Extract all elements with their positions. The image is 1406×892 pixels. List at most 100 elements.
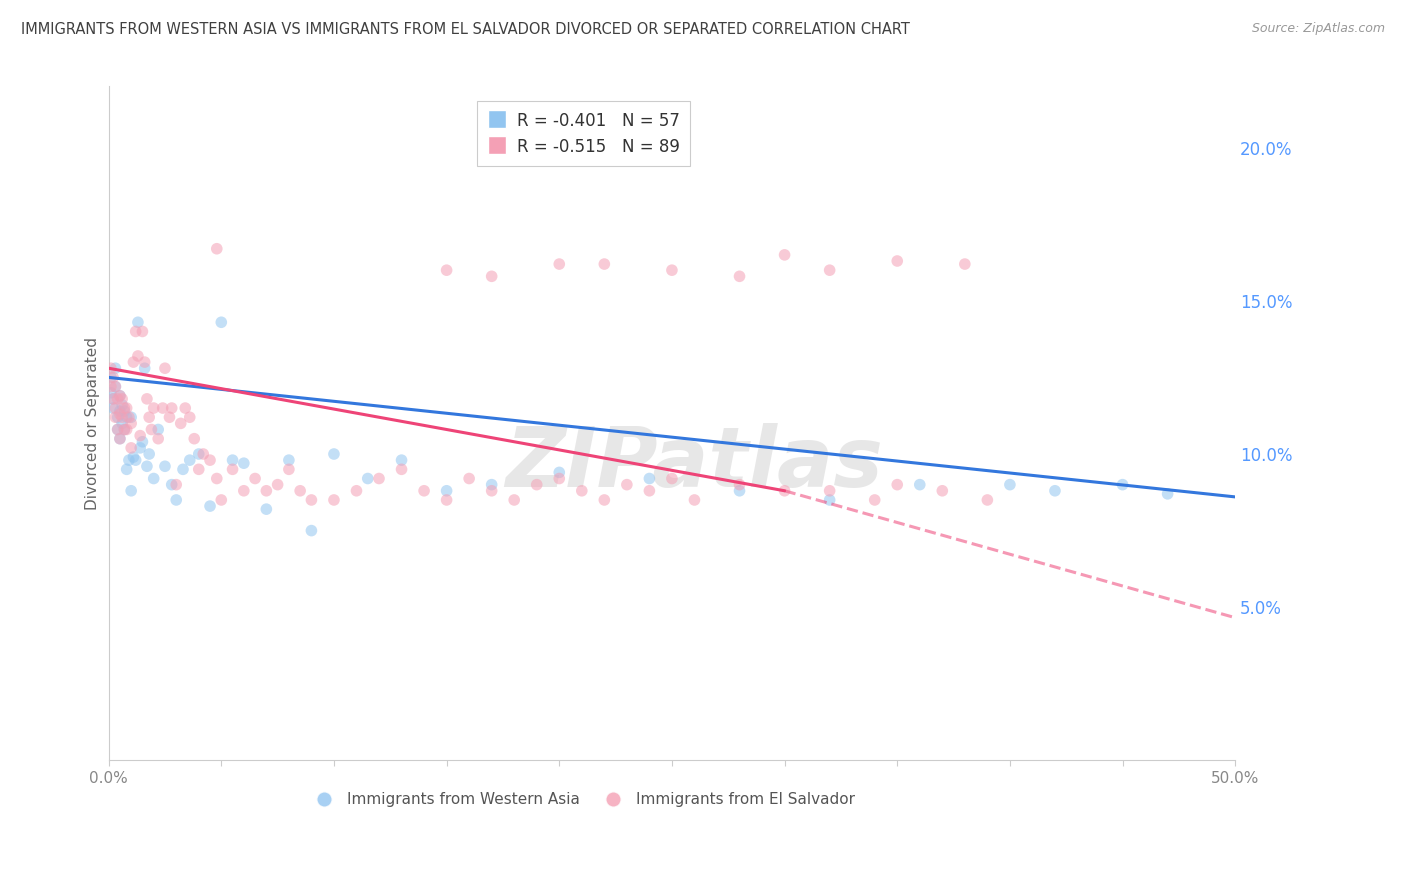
Point xyxy=(100,385,122,400)
Point xyxy=(107,423,129,437)
Point xyxy=(254,483,277,498)
Point xyxy=(152,401,174,415)
Point xyxy=(141,423,163,437)
Point xyxy=(299,492,322,507)
Y-axis label: Divorced or Separated: Divorced or Separated xyxy=(86,337,100,510)
Point xyxy=(107,410,129,425)
Point xyxy=(127,315,149,329)
Point xyxy=(773,483,796,498)
Point xyxy=(120,441,142,455)
Point xyxy=(205,242,228,256)
Point xyxy=(187,462,209,476)
Point xyxy=(107,392,129,406)
Point xyxy=(115,401,138,415)
Point xyxy=(436,492,458,507)
Text: ZIPatlas: ZIPatlas xyxy=(506,424,883,504)
Point xyxy=(299,524,322,538)
Point xyxy=(101,392,124,406)
Point xyxy=(571,483,593,498)
Point xyxy=(100,361,122,376)
Point xyxy=(243,471,266,485)
Point xyxy=(127,349,149,363)
Point xyxy=(1156,487,1178,501)
Point xyxy=(205,471,228,485)
Point xyxy=(111,410,134,425)
Point xyxy=(908,477,931,491)
Point xyxy=(683,492,706,507)
Point xyxy=(953,257,976,271)
Point xyxy=(548,471,571,485)
Point xyxy=(120,410,142,425)
Point xyxy=(638,483,661,498)
Point xyxy=(458,471,481,485)
Point xyxy=(209,492,232,507)
Point xyxy=(124,325,146,339)
Point xyxy=(142,471,165,485)
Point xyxy=(153,361,176,376)
Point xyxy=(115,423,138,437)
Point xyxy=(134,361,156,376)
Point xyxy=(108,404,131,418)
Point xyxy=(100,379,122,393)
Point xyxy=(661,471,683,485)
Point xyxy=(481,477,503,491)
Point xyxy=(886,477,908,491)
Point xyxy=(277,453,299,467)
Point xyxy=(142,401,165,415)
Point xyxy=(134,355,156,369)
Point xyxy=(108,432,131,446)
Point xyxy=(136,392,159,406)
Point xyxy=(1111,477,1133,491)
Point xyxy=(818,492,841,507)
Point xyxy=(118,453,141,467)
Point xyxy=(209,315,232,329)
Point xyxy=(198,453,221,467)
Point xyxy=(548,257,571,271)
Point xyxy=(101,401,124,415)
Point xyxy=(148,432,170,446)
Point xyxy=(323,492,346,507)
Point xyxy=(159,410,181,425)
Point xyxy=(153,459,176,474)
Point xyxy=(266,477,288,491)
Point xyxy=(131,434,153,449)
Point xyxy=(661,263,683,277)
Point xyxy=(107,423,129,437)
Point xyxy=(183,432,205,446)
Point xyxy=(413,483,436,498)
Point xyxy=(1043,483,1066,498)
Point xyxy=(179,410,201,425)
Point xyxy=(120,417,142,431)
Point xyxy=(112,423,135,437)
Point xyxy=(172,462,194,476)
Point xyxy=(346,483,368,498)
Text: Source: ZipAtlas.com: Source: ZipAtlas.com xyxy=(1251,22,1385,36)
Point xyxy=(112,401,135,415)
Point xyxy=(122,355,145,369)
Point xyxy=(221,462,243,476)
Point xyxy=(638,471,661,485)
Point xyxy=(232,456,254,470)
Point xyxy=(129,441,152,455)
Point xyxy=(481,483,503,498)
Point xyxy=(131,325,153,339)
Point xyxy=(198,499,221,513)
Point xyxy=(593,492,616,507)
Point xyxy=(112,423,135,437)
Point xyxy=(548,466,571,480)
Point xyxy=(136,459,159,474)
Point xyxy=(976,492,998,507)
Point xyxy=(118,410,141,425)
Point xyxy=(593,257,616,271)
Point xyxy=(111,417,134,431)
Point xyxy=(115,462,138,476)
Point xyxy=(193,447,215,461)
Point xyxy=(323,447,346,461)
Point xyxy=(104,410,127,425)
Point xyxy=(863,492,886,507)
Point xyxy=(436,263,458,277)
Point xyxy=(391,453,413,467)
Point xyxy=(104,401,127,415)
Point xyxy=(160,401,183,415)
Point xyxy=(391,462,413,476)
